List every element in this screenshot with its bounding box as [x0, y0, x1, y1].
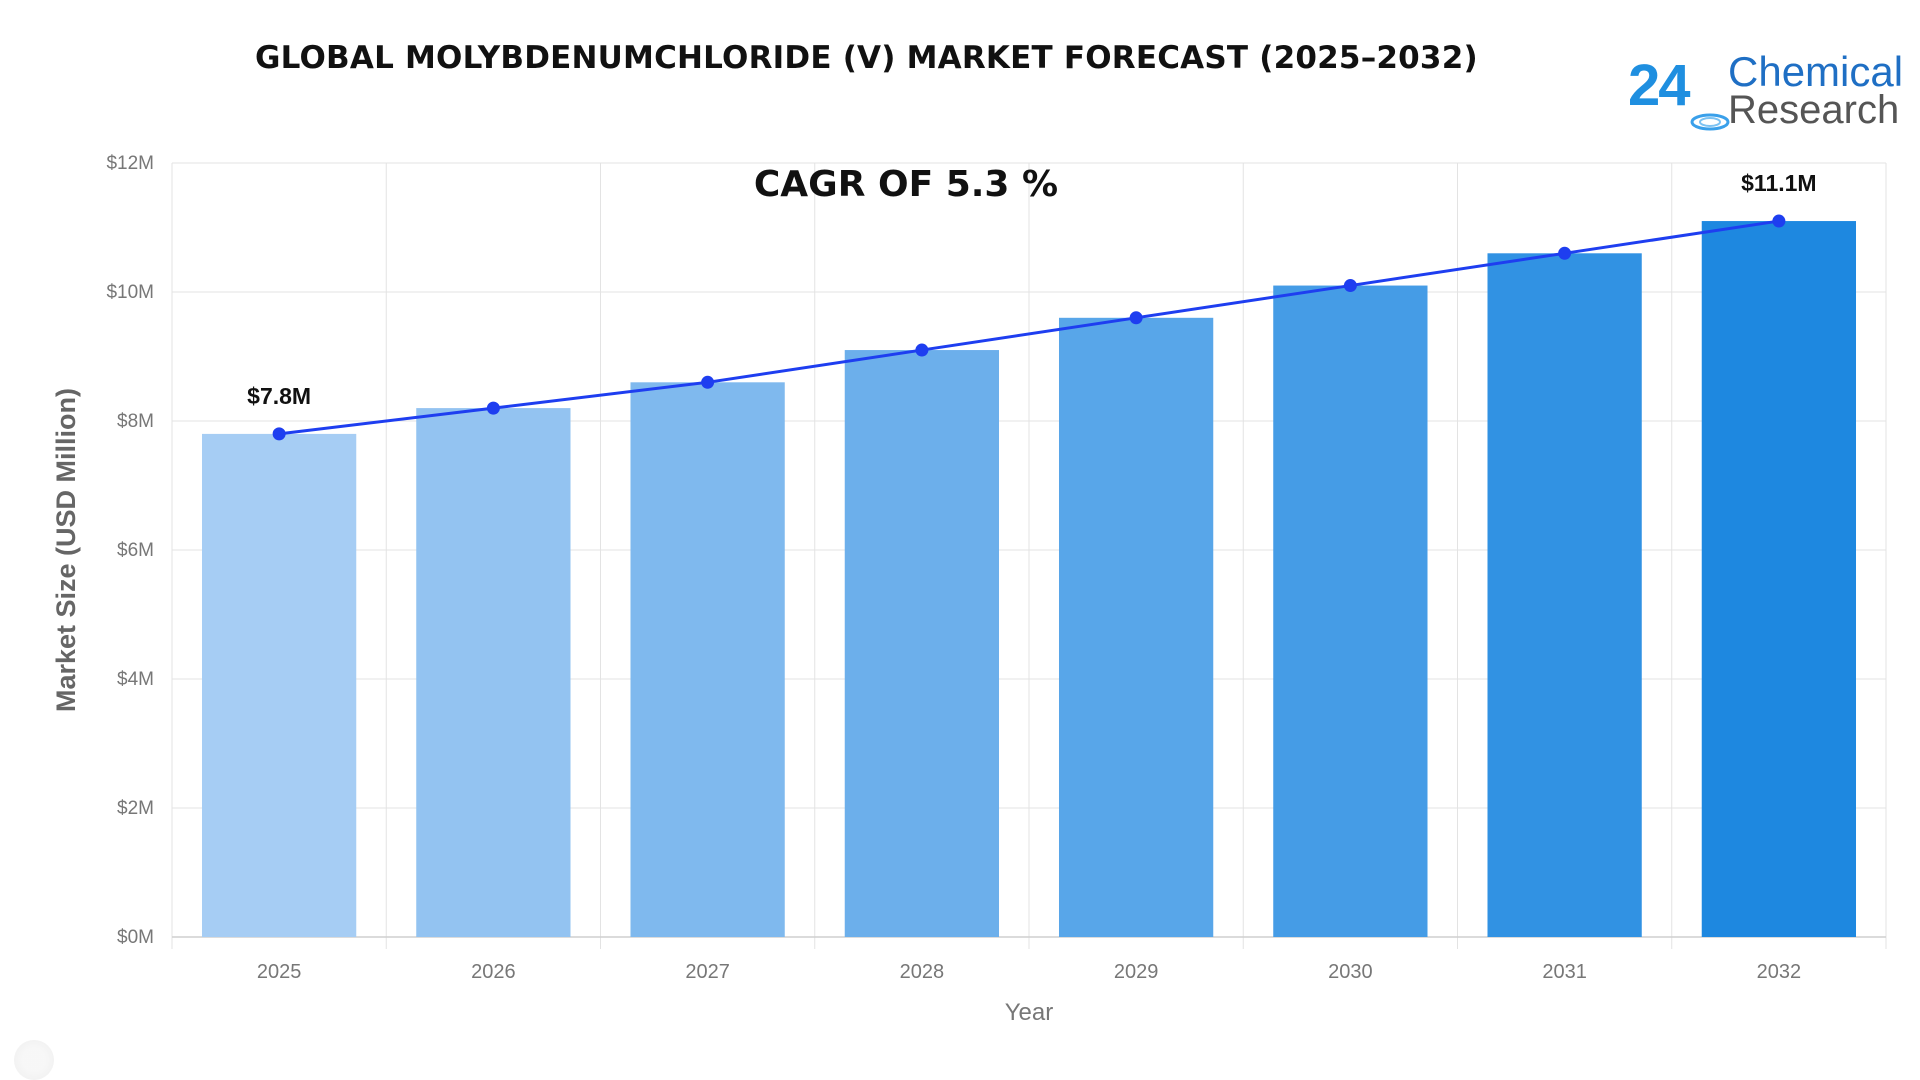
y-tick-label: $6M	[117, 540, 154, 561]
logo-number: 24	[1628, 53, 1690, 118]
trend-point-2031	[1558, 246, 1572, 260]
watermark-icon	[14, 1040, 54, 1080]
trend-point-2032	[1772, 214, 1786, 228]
trend-line-path	[278, 219, 1780, 436]
x-tick-label: 2028	[900, 961, 945, 983]
y-tick-label: $2M	[117, 798, 154, 819]
x-tick-label: 2032	[1757, 961, 1802, 983]
y-tick-label: $12M	[106, 153, 154, 174]
bar-2031	[1487, 253, 1642, 938]
bar-2027	[630, 382, 785, 937]
x-tick-label: 2025	[257, 961, 302, 983]
x-tick-label: 2030	[1328, 961, 1373, 983]
bar-2029	[1058, 317, 1214, 937]
x-tick-label: 2031	[1542, 961, 1587, 983]
trend-point-2025	[272, 427, 286, 441]
trend-point-2027	[701, 375, 715, 389]
y-axis-title: Market Size (USD Million)	[51, 388, 81, 712]
logo-text-chemical: Chemical	[1728, 48, 1904, 95]
y-tick-label: $10M	[106, 282, 154, 303]
trend-point-2026	[486, 401, 500, 415]
x-axis-title: Year	[1005, 999, 1054, 1026]
chart-title: GLOBAL MOLYBDENUMCHLORIDE (V) MARKET FOR…	[255, 40, 1478, 76]
trend-point-2029	[1129, 311, 1143, 325]
labels: $0M $2M $4M $6M $8M $10M $12M 2025 2026 2027 2028 2…	[51, 153, 1817, 1026]
bar-2025	[201, 433, 357, 937]
cagr-annotation: CAGR OF 5.3 %	[754, 164, 1058, 205]
trend-point-2030	[1343, 279, 1357, 293]
y-tick-label: $0M	[117, 927, 154, 948]
trend-point-2028	[915, 343, 929, 357]
trend-line	[272, 214, 1786, 441]
data-label: $7.8M	[247, 383, 311, 409]
bar-2028	[844, 350, 1000, 937]
bars	[201, 221, 1857, 938]
company-logo: 24 Chemical Research	[1628, 44, 1903, 134]
bar-2030	[1273, 285, 1428, 937]
logo-text-research: Research	[1728, 88, 1900, 132]
x-tick-label: 2026	[471, 961, 516, 983]
flask-icon	[1690, 113, 1730, 131]
x-tick-label: 2027	[685, 961, 730, 983]
bar-2032	[1701, 221, 1857, 938]
y-tick-label: $4M	[117, 669, 154, 690]
bar-2026	[416, 408, 571, 938]
data-label: $11.1M	[1741, 170, 1816, 196]
y-tick-label: $8M	[117, 411, 154, 432]
x-tick-label: 2029	[1114, 961, 1159, 983]
